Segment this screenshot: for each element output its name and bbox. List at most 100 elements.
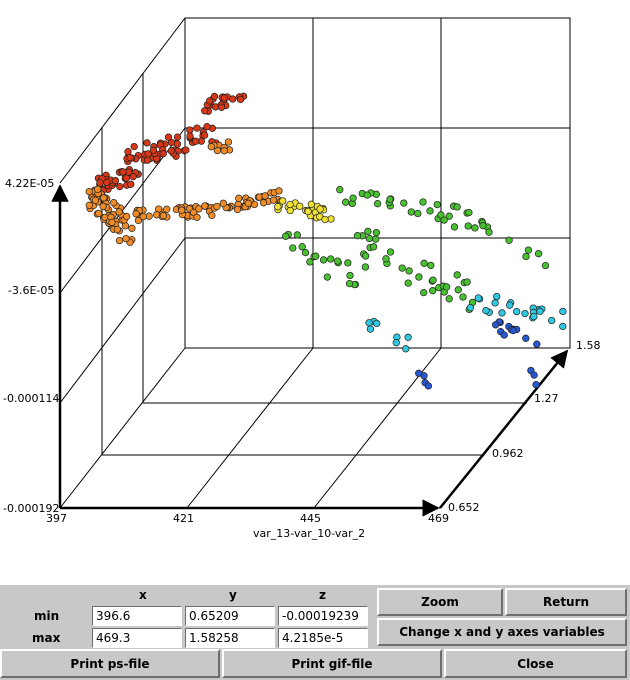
data-point (506, 301, 514, 309)
data-point (201, 202, 209, 210)
data-point (307, 200, 315, 208)
data-point (144, 150, 152, 158)
data-point (319, 256, 328, 264)
data-point (126, 153, 134, 162)
data-point (437, 211, 445, 219)
z-tick-label: 4.22E-05 (5, 177, 54, 190)
min-row-label: min (34, 609, 60, 623)
data-point (521, 309, 529, 318)
data-point (463, 278, 471, 286)
print-ps-button[interactable]: Print ps-file (0, 649, 220, 678)
data-point (115, 236, 124, 245)
data-point (559, 307, 567, 316)
data-point (173, 133, 182, 141)
data-point (382, 255, 390, 263)
header-y: y (229, 588, 237, 602)
data-point (201, 107, 209, 115)
data-point (130, 142, 138, 151)
data-point (224, 138, 233, 146)
data-point (129, 173, 137, 181)
data-point (414, 209, 422, 218)
data-point (353, 232, 362, 240)
data-point (323, 273, 331, 281)
data-point (415, 369, 423, 377)
data-point (533, 340, 541, 348)
data-point (424, 382, 433, 390)
change-axes-button[interactable]: Change x and y axes variables (377, 618, 627, 646)
data-point (420, 288, 428, 297)
data-point (373, 200, 382, 208)
data-point (208, 211, 216, 220)
header-z: z (319, 588, 326, 602)
data-point (445, 212, 453, 220)
data-point (415, 273, 423, 281)
z-tick-label: -0.000192 (3, 502, 59, 515)
data-point (203, 123, 211, 131)
data-point (200, 131, 209, 139)
data-point (178, 206, 186, 214)
data-point (505, 236, 513, 244)
data-point (279, 197, 287, 205)
data-point (532, 381, 540, 389)
data-point (139, 212, 147, 221)
data-point (132, 210, 140, 218)
data-point (373, 319, 381, 328)
data-point (450, 223, 459, 231)
data-point (334, 257, 342, 265)
max-z-field[interactable] (278, 628, 368, 648)
data-point (321, 215, 329, 224)
data-point (275, 187, 283, 195)
data-point (159, 150, 167, 158)
y-tick-label: 0.962 (492, 447, 524, 460)
data-point (474, 294, 482, 302)
max-row-label: max (32, 631, 61, 645)
min-z-field[interactable] (278, 606, 368, 626)
max-y-field[interactable] (185, 628, 275, 648)
data-point (327, 255, 335, 263)
data-point (233, 205, 242, 214)
data-point (298, 243, 306, 251)
min-y-field[interactable] (185, 606, 275, 626)
data-point (286, 200, 294, 209)
data-point (312, 252, 320, 260)
data-point (524, 246, 533, 254)
data-point (235, 194, 243, 202)
data-point (186, 126, 194, 134)
x-tick-label: 421 (173, 512, 194, 525)
data-point (116, 182, 124, 191)
data-point (491, 321, 500, 329)
data-point (541, 261, 550, 270)
data-point (534, 250, 543, 258)
data-point (119, 168, 127, 176)
max-x-field[interactable] (92, 628, 182, 648)
data-point (128, 224, 136, 232)
data-point (500, 331, 508, 339)
control-panel: x y z min max Zoom Return Change x and y… (0, 585, 630, 680)
data-point (471, 224, 479, 232)
data-point (182, 146, 190, 154)
data-point (91, 196, 100, 204)
close-button[interactable]: Close (444, 649, 627, 678)
min-x-field[interactable] (92, 606, 182, 626)
data-point (491, 299, 499, 307)
grid (59, 17, 571, 509)
data-point (99, 202, 107, 210)
data-point (159, 212, 168, 220)
data-point (336, 186, 344, 194)
data-point (445, 295, 453, 303)
zoom-button[interactable]: Zoom (377, 588, 503, 616)
data-point (548, 316, 556, 325)
data-point (173, 140, 182, 148)
data-point (207, 143, 215, 151)
data-point (205, 97, 214, 105)
data-point (530, 371, 538, 379)
print-gif-button[interactable]: Print gif-file (222, 649, 442, 678)
return-button[interactable]: Return (505, 588, 627, 616)
data-point (110, 199, 118, 207)
data-point (220, 147, 228, 155)
data-point (210, 92, 219, 101)
data-point (398, 264, 406, 272)
data-point (306, 258, 314, 266)
x-tick-label: 397 (46, 512, 67, 525)
data-point (274, 203, 282, 211)
